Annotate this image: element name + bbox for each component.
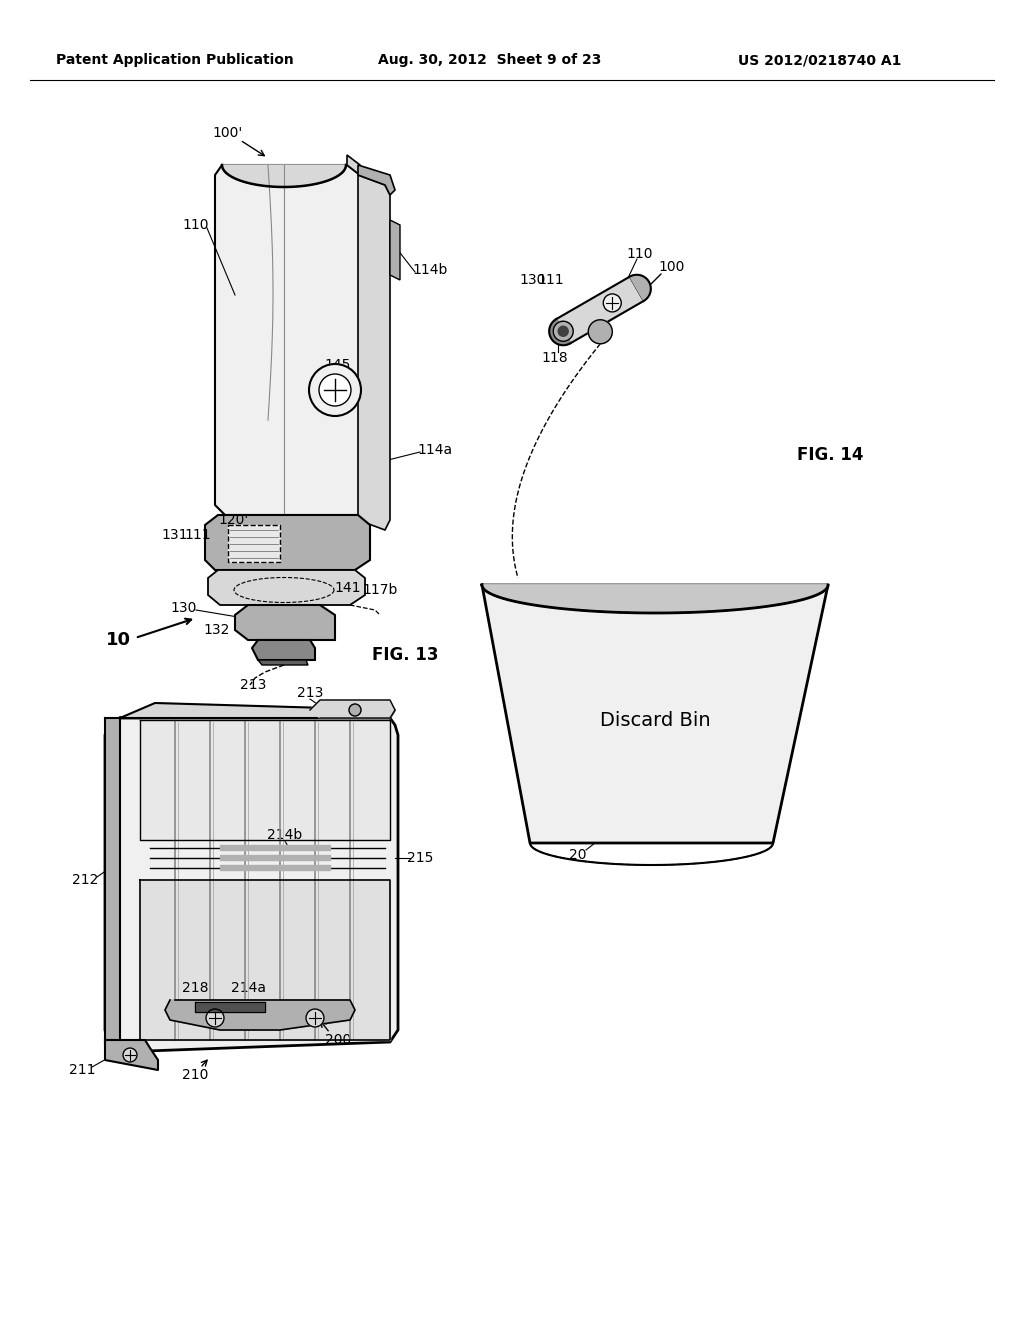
Circle shape [309, 364, 361, 416]
Polygon shape [347, 154, 360, 176]
Polygon shape [140, 880, 390, 1040]
Circle shape [123, 1048, 137, 1063]
Text: 200: 200 [325, 1034, 351, 1047]
Polygon shape [482, 585, 828, 612]
Polygon shape [195, 1002, 265, 1012]
Text: Discard Bin: Discard Bin [600, 710, 711, 730]
Text: 131: 131 [162, 528, 188, 543]
Polygon shape [482, 585, 828, 843]
Polygon shape [165, 1001, 355, 1030]
Text: 114a: 114a [418, 444, 453, 457]
Text: Aug. 30, 2012  Sheet 9 of 23: Aug. 30, 2012 Sheet 9 of 23 [378, 53, 602, 67]
Text: 120': 120' [218, 513, 248, 527]
Text: 110: 110 [182, 218, 209, 232]
Circle shape [319, 374, 351, 407]
Text: 110: 110 [627, 247, 653, 261]
Polygon shape [258, 660, 308, 665]
Polygon shape [482, 585, 828, 612]
Polygon shape [105, 1040, 158, 1071]
Polygon shape [220, 855, 330, 861]
Polygon shape [234, 605, 335, 640]
Text: 141: 141 [335, 581, 361, 595]
Polygon shape [252, 640, 315, 660]
Text: 130: 130 [520, 273, 546, 286]
Polygon shape [358, 176, 390, 531]
Text: 145: 145 [325, 358, 351, 372]
Circle shape [558, 326, 568, 337]
Polygon shape [228, 525, 280, 562]
Polygon shape [220, 865, 330, 870]
Text: 130: 130 [171, 601, 198, 615]
Text: 212: 212 [72, 873, 98, 887]
Circle shape [306, 1008, 324, 1027]
Polygon shape [556, 277, 644, 343]
Text: FIG. 14: FIG. 14 [797, 446, 863, 465]
Circle shape [589, 319, 612, 343]
Circle shape [206, 1008, 224, 1027]
Text: 215: 215 [407, 851, 433, 865]
Text: Patent Application Publication: Patent Application Publication [56, 53, 294, 67]
Text: 100': 100' [213, 125, 243, 140]
Polygon shape [105, 718, 120, 1052]
Text: 111: 111 [538, 273, 564, 286]
Polygon shape [310, 700, 395, 718]
Text: US 2012/0218740 A1: US 2012/0218740 A1 [738, 53, 902, 67]
Text: 114b: 114b [413, 263, 447, 277]
Polygon shape [208, 570, 365, 605]
Polygon shape [549, 319, 570, 346]
Text: 10: 10 [105, 631, 130, 649]
Text: 20: 20 [569, 847, 587, 862]
Text: 211: 211 [69, 1063, 95, 1077]
Text: 117b: 117b [362, 583, 397, 597]
Polygon shape [630, 275, 651, 301]
Text: 111: 111 [184, 528, 211, 543]
Polygon shape [390, 220, 400, 280]
Polygon shape [120, 704, 395, 718]
Polygon shape [215, 165, 360, 515]
Text: 210: 210 [182, 1068, 208, 1082]
Circle shape [349, 704, 361, 715]
Text: 213: 213 [240, 678, 266, 692]
Text: 218: 218 [181, 981, 208, 995]
Polygon shape [105, 718, 398, 1052]
Polygon shape [140, 719, 390, 840]
Polygon shape [220, 845, 330, 850]
Text: 132: 132 [204, 623, 230, 638]
Polygon shape [222, 165, 347, 187]
Text: 213: 213 [297, 686, 324, 700]
Polygon shape [205, 515, 370, 570]
Text: FIG. 13: FIG. 13 [372, 645, 438, 664]
Text: 214a: 214a [230, 981, 265, 995]
Polygon shape [358, 165, 395, 195]
Text: 118: 118 [542, 351, 568, 366]
Circle shape [553, 321, 573, 342]
Text: 100: 100 [658, 260, 685, 275]
Text: 214b: 214b [267, 828, 303, 842]
Circle shape [603, 294, 622, 312]
